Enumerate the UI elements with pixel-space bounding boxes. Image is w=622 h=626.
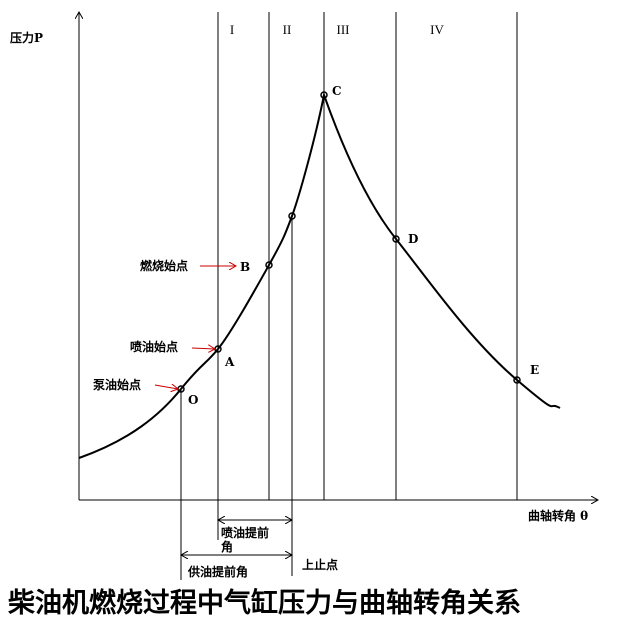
annotation: 上止点 — [302, 557, 338, 572]
phase-label: II — [283, 22, 292, 37]
curve-points — [177, 91, 521, 393]
phase-label: I — [230, 22, 234, 37]
point-label: D — [408, 232, 418, 246]
point-label: C — [332, 84, 342, 98]
point-label: O — [188, 393, 198, 407]
pressure-curve — [78, 91, 561, 459]
annotation: 泵油始点 — [93, 377, 141, 392]
x-axis-label: 曲轴转角 θ — [528, 508, 588, 523]
phase-label: IV — [430, 22, 444, 37]
title: 柴油机燃烧过程中气缸压力与曲轴转角关系 — [8, 587, 521, 619]
annotation: 燃烧始点 — [140, 258, 188, 273]
annotation: 喷油提前 — [221, 525, 269, 540]
annotation: 喷油始点 — [130, 339, 178, 354]
annotation-arrows — [154, 266, 236, 389]
y-axis-label: 压力P — [10, 30, 43, 45]
point-label: A — [224, 355, 235, 369]
point-label: B — [240, 260, 250, 274]
phase-label: III — [337, 22, 350, 37]
phase-lines — [180, 12, 518, 580]
annotation: 供油提前角 — [187, 564, 248, 579]
annotation: 角 — [221, 539, 233, 554]
point-label: E — [530, 363, 539, 377]
